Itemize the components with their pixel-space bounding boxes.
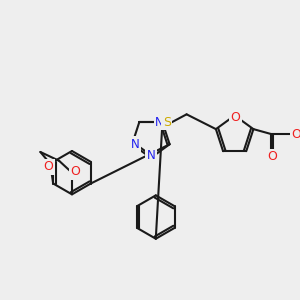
Text: O: O [267, 150, 277, 163]
Text: O: O [70, 165, 80, 178]
Text: N: N [155, 116, 164, 129]
Text: O: O [43, 160, 53, 173]
Text: O: O [231, 111, 241, 124]
Text: O: O [291, 128, 300, 140]
Text: N: N [146, 149, 155, 162]
Text: S: S [163, 116, 171, 129]
Text: N: N [131, 138, 140, 151]
